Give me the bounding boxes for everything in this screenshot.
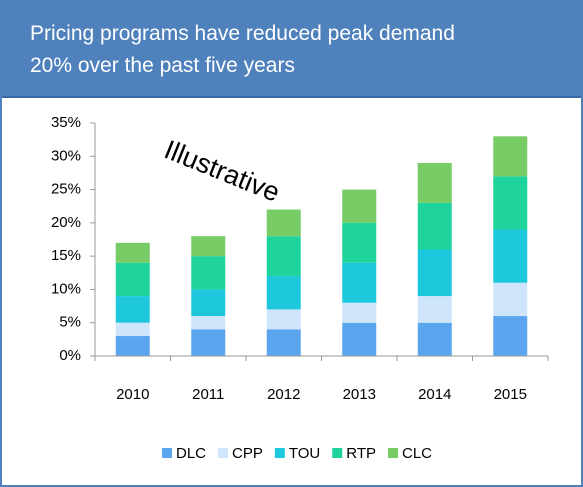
y-tick-label: 15% xyxy=(51,247,81,264)
y-tick-label: 0% xyxy=(59,347,81,364)
bar-segment xyxy=(342,322,377,356)
x-tick-label: 2012 xyxy=(267,386,300,403)
bar-segment xyxy=(191,256,226,290)
x-tick-label: 2010 xyxy=(116,386,149,403)
bar-segment xyxy=(191,329,226,356)
bar-segment xyxy=(493,136,528,177)
legend-item: DLC xyxy=(161,445,206,462)
legend-item: CLC xyxy=(387,445,432,462)
bar-segment xyxy=(191,289,226,317)
legend-label: DLC xyxy=(176,445,206,462)
bar-segment xyxy=(417,162,452,203)
bar-segment xyxy=(417,249,452,297)
legend-item: RTP xyxy=(332,445,376,462)
x-tick-label: 2011 xyxy=(192,386,224,403)
bar-segment xyxy=(266,209,301,237)
legend-swatch xyxy=(332,448,343,458)
bar-segment xyxy=(115,262,150,297)
bar-segment xyxy=(417,296,452,323)
bar-segment xyxy=(115,336,150,356)
legend-swatch xyxy=(274,448,285,458)
y-tick-label: 30% xyxy=(51,147,81,164)
legend-item: CPP xyxy=(218,445,263,462)
y-tick-label: 25% xyxy=(51,181,81,198)
bar-segment xyxy=(342,262,377,303)
legend-label: CLC xyxy=(402,445,432,462)
bar-segment xyxy=(493,229,528,283)
bar-segment xyxy=(493,316,528,356)
legend-swatch xyxy=(161,448,172,458)
bar-segment xyxy=(493,176,528,230)
bar-segment xyxy=(266,276,301,310)
annotation: Illustrative xyxy=(160,134,284,207)
bar-segment xyxy=(115,322,150,337)
bar-segment xyxy=(342,222,377,263)
x-tick-label: 2014 xyxy=(418,386,451,403)
title-line: 20% over the past five years xyxy=(30,54,295,77)
x-tick-label: 2015 xyxy=(494,386,527,403)
bar-segment xyxy=(342,189,377,223)
bar-segment xyxy=(115,242,150,263)
y-tick-label: 20% xyxy=(51,214,81,231)
bar-segment xyxy=(191,236,226,257)
bar-segment xyxy=(191,316,226,330)
y-tick-label: 35% xyxy=(51,114,81,131)
legend-swatch xyxy=(387,448,398,458)
bar-segment xyxy=(266,236,301,277)
legend-label: CPP xyxy=(232,445,263,462)
header: Pricing programs have reduced peak deman… xyxy=(2,2,581,98)
legend-label: RTP xyxy=(346,445,376,462)
legend-swatch xyxy=(218,448,229,458)
bar-segment xyxy=(115,296,150,323)
bar-segment xyxy=(342,302,377,323)
y-tick-label: 5% xyxy=(59,314,81,331)
bar-segment xyxy=(417,322,452,356)
legend-item: TOU xyxy=(274,445,320,462)
bar-segment xyxy=(266,309,301,330)
bar-segment xyxy=(266,329,301,356)
title-line: Pricing programs have reduced peak deman… xyxy=(30,22,455,45)
bar-segment xyxy=(493,282,528,317)
annotation-group: Illustrative xyxy=(160,134,284,207)
bar-segment xyxy=(417,202,452,250)
y-tick-label: 10% xyxy=(51,280,81,297)
x-tick-label: 2013 xyxy=(343,386,376,403)
legend-label: TOU xyxy=(289,445,320,462)
